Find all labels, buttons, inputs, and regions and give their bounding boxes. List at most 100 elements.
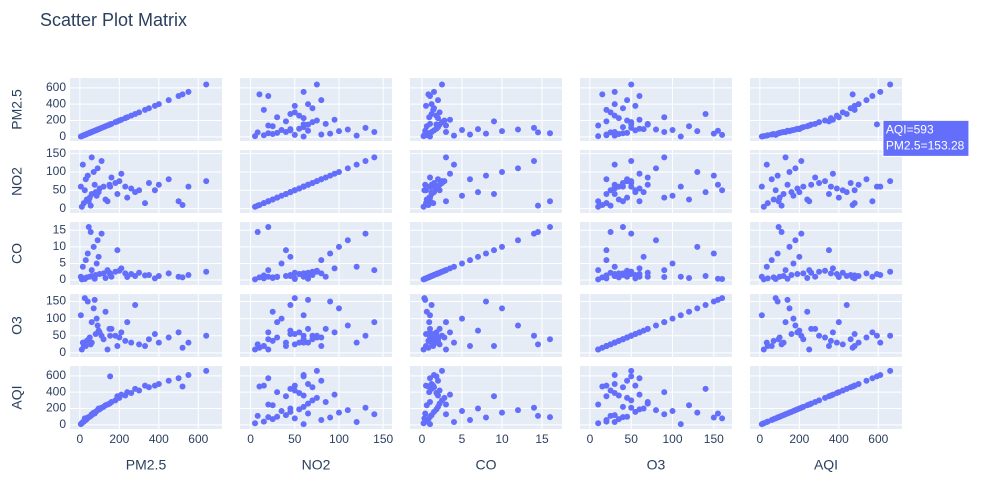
point [677, 421, 684, 428]
point [185, 339, 192, 346]
point [291, 382, 298, 389]
point [611, 381, 618, 387]
point [661, 194, 668, 201]
point [833, 339, 840, 346]
point [175, 198, 182, 205]
point [433, 121, 440, 128]
point [515, 126, 521, 133]
point [94, 322, 101, 329]
point [459, 192, 465, 199]
point [98, 230, 105, 237]
point [847, 336, 854, 343]
point [436, 109, 443, 116]
point [451, 161, 457, 168]
point [603, 176, 610, 183]
point [300, 403, 307, 410]
x-axis-title: O3 [647, 457, 666, 473]
point [95, 189, 102, 196]
y-axis-title: PM2.5 [9, 89, 25, 130]
point [79, 339, 86, 346]
point [775, 198, 782, 205]
point [296, 112, 303, 119]
point [256, 91, 263, 98]
point [313, 332, 320, 339]
point [843, 273, 850, 280]
point [287, 189, 294, 196]
point [265, 267, 272, 274]
point [847, 179, 854, 186]
point [300, 332, 307, 339]
point [459, 260, 465, 267]
point [274, 274, 281, 281]
hover-box [882, 119, 970, 157]
point [758, 312, 765, 319]
y-tick-label: 150 [46, 146, 66, 160]
point [90, 168, 97, 175]
point [282, 343, 289, 350]
point [79, 263, 86, 270]
point [869, 93, 876, 99]
point [344, 407, 351, 414]
point [142, 272, 149, 279]
point [640, 405, 647, 412]
point [436, 387, 443, 394]
point [535, 129, 541, 136]
point [282, 247, 289, 254]
point [800, 183, 807, 190]
point [644, 120, 651, 127]
point [677, 312, 684, 319]
point [483, 172, 489, 179]
point [322, 399, 329, 405]
point [784, 181, 791, 188]
point [282, 118, 289, 125]
point [427, 183, 433, 190]
point [632, 187, 639, 194]
point [710, 172, 717, 179]
point [669, 260, 676, 267]
point [863, 334, 870, 341]
point [425, 201, 432, 208]
point [535, 228, 541, 235]
point [93, 315, 100, 322]
point [371, 154, 378, 161]
point [661, 411, 668, 418]
point [300, 88, 307, 95]
point [430, 343, 437, 350]
point [475, 126, 481, 133]
point [822, 334, 829, 341]
point [595, 401, 602, 408]
x-axis-title: CO [476, 457, 497, 473]
point [628, 121, 635, 128]
point [607, 187, 614, 194]
point [619, 198, 626, 205]
point [344, 322, 351, 329]
y-tick-label: 0 [59, 272, 66, 286]
point [145, 179, 152, 186]
point [873, 271, 880, 278]
point [443, 154, 449, 161]
point [632, 102, 639, 109]
point [151, 187, 158, 194]
point [475, 405, 481, 412]
point [269, 308, 276, 315]
point [82, 257, 89, 264]
point [611, 419, 618, 426]
point [90, 243, 97, 250]
point [423, 102, 429, 109]
point [151, 275, 158, 282]
point [185, 88, 192, 95]
point [124, 114, 131, 121]
point [203, 81, 210, 88]
point [318, 131, 325, 138]
point [427, 325, 433, 332]
point [278, 126, 285, 133]
point [102, 275, 109, 282]
point [427, 133, 433, 140]
point [804, 308, 811, 315]
point [300, 392, 307, 399]
point [371, 129, 378, 135]
point [669, 192, 676, 199]
point [179, 201, 186, 208]
hover-text: AQI=593 [886, 123, 934, 137]
point [661, 267, 668, 274]
